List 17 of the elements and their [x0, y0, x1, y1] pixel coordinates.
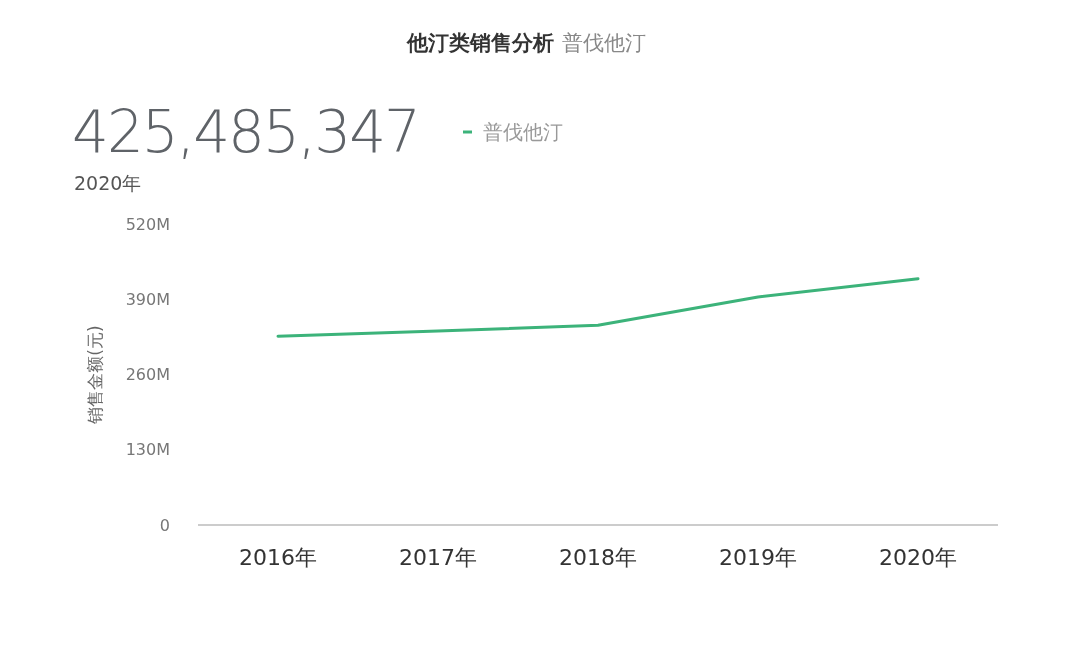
- chart-subtitle: 普伐他汀: [562, 31, 646, 55]
- chart-title: 他汀类销售分析: [405, 31, 554, 55]
- x-tick-label: 2019年: [719, 545, 797, 570]
- y-tick-label: 390M: [125, 289, 170, 309]
- text: 2020年: [74, 172, 142, 194]
- line-series: [276, 277, 920, 338]
- y-tick-label: 130M: [125, 440, 170, 460]
- legend-label: 普伐他汀: [483, 120, 563, 144]
- x-tick-label: 2017年: [399, 545, 477, 570]
- x-tick-label: 2016年: [239, 545, 317, 570]
- text: 425,485,347: [72, 98, 419, 166]
- x-tick-label: 2018年: [559, 545, 637, 570]
- x-tick-label: 2020年: [879, 545, 957, 570]
- y-tick-label: 0: [159, 515, 170, 535]
- y-tick-label: 520M: [125, 214, 170, 234]
- y-axis-title: 销售金额(元): [85, 325, 105, 425]
- y-tick-label: 260M: [125, 365, 170, 385]
